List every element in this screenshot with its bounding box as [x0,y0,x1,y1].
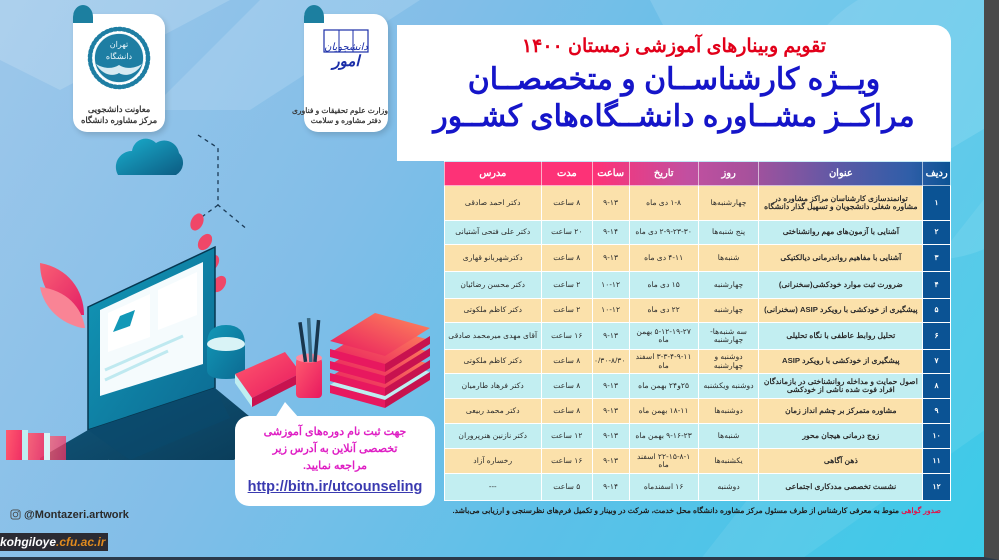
svg-text:دانشگاه: دانشگاه [106,51,133,61]
svg-text:امور: امور [330,54,361,70]
svg-text:تهران: تهران [110,40,128,49]
svg-text:دانشجویان: دانشجویان [324,42,368,53]
